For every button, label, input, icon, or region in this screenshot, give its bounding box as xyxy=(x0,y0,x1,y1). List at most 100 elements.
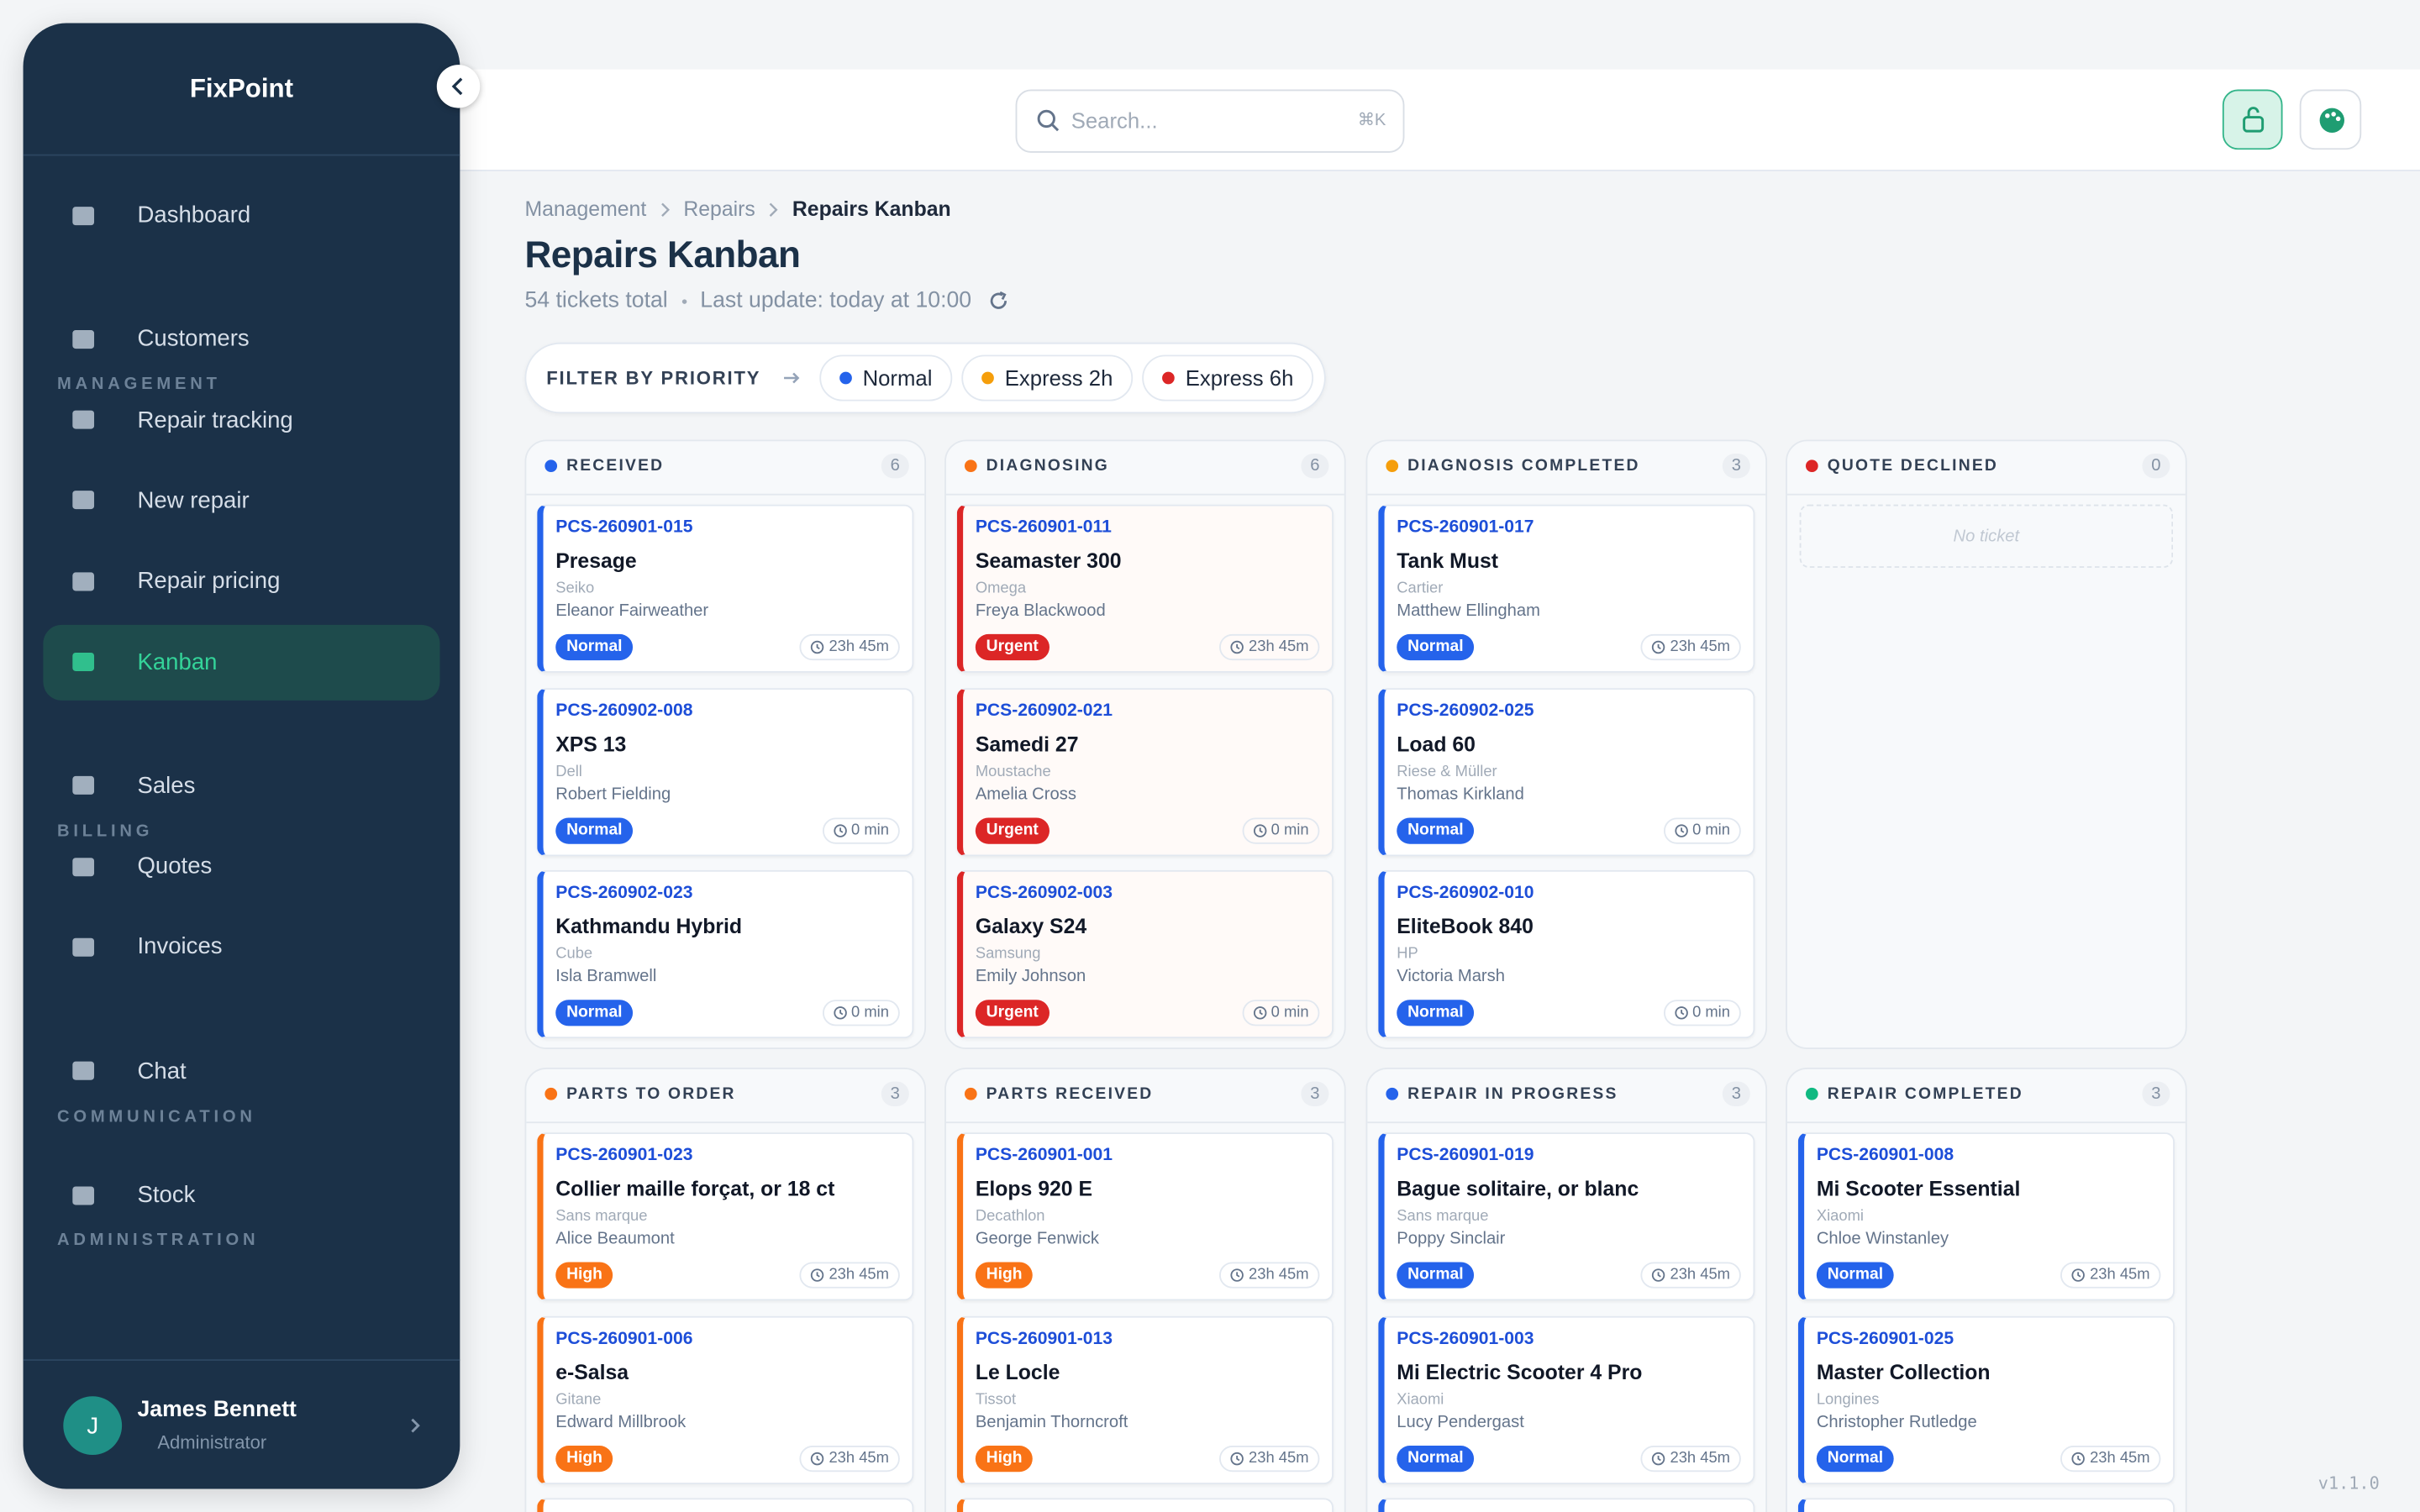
timer-text: 0 min xyxy=(1270,1004,1309,1021)
ticket-card[interactable]: PCS-260901-008 Mi Scooter Essential Xiaomi… xyxy=(1797,1132,2175,1301)
nav-item[interactable]: Invoices xyxy=(43,910,439,985)
ticket-model: Mi Electric Scooter 4 Pro xyxy=(1397,1360,1643,1383)
ticket-brand: Decathlon xyxy=(975,1208,1045,1226)
ticket-id: PCS-260902-023 xyxy=(555,884,693,903)
column-dot xyxy=(1386,459,1399,473)
ticket-card-partial xyxy=(537,1498,914,1512)
collapse-button[interactable] xyxy=(436,65,481,108)
timer-text: 23h 45m xyxy=(2090,1266,2150,1284)
ticket-card[interactable]: PCS-260901-013 Le Locle Tissot Benjamin Tho… xyxy=(956,1315,1334,1484)
ticket-card[interactable]: PCS-260902-025 Load 60 Riese & Müller Thoma… xyxy=(1378,687,1755,856)
nav-label: Invoices xyxy=(137,933,223,961)
user-role: Administrator xyxy=(157,1431,267,1454)
filter-chip[interactable]: Express 2h xyxy=(961,354,1134,402)
column-title: QUOTE DECLINED xyxy=(1827,456,1999,475)
priority-badge: Urgent xyxy=(975,633,1050,661)
ticket-card[interactable]: PCS-260902-003 Galaxy S24 Samsung Emily Joh… xyxy=(956,869,1334,1039)
ticket-model: Collier maille forçat, or 18 ct xyxy=(555,1177,835,1200)
filter-label: FILTER BY PRIORITY xyxy=(546,367,761,389)
ticket-card[interactable]: PCS-260901-006 e-Salsa Gitane Edward Millbr… xyxy=(537,1315,914,1484)
ticket-timer: 0 min xyxy=(1663,1000,1741,1026)
clock-icon xyxy=(1230,1268,1244,1282)
search-placeholder: Search... xyxy=(1071,108,1158,133)
nav-label: Repair pricing xyxy=(137,568,281,595)
nav-item[interactable]: Repair tracking xyxy=(43,382,439,458)
ticket-model: e-Salsa xyxy=(555,1360,629,1383)
clock-icon xyxy=(833,1006,846,1020)
nav-item[interactable]: Stock xyxy=(43,1158,439,1233)
nav-item[interactable]: Customers xyxy=(43,302,439,377)
ticket-id: PCS-260902-010 xyxy=(1397,884,1534,903)
filter-chip[interactable]: Normal xyxy=(819,354,953,402)
crumb[interactable]: Repairs xyxy=(683,197,755,221)
subtitle: 54 tickets total Last update: today at 1… xyxy=(524,288,1010,313)
ticket-card[interactable]: PCS-260901-025 Master Collection Longines C… xyxy=(1797,1315,2175,1484)
ticket-timer: 23h 45m xyxy=(1219,1445,1320,1472)
ticket-card[interactable]: PCS-260902-021 Samedi 27 Moustache Amelia C… xyxy=(956,687,1334,856)
nav-item[interactable]: Kanban xyxy=(43,623,440,700)
nav-icon xyxy=(72,206,95,225)
nav-item[interactable]: Chat xyxy=(43,1033,439,1109)
lock-button[interactable] xyxy=(2222,89,2283,150)
filter-chip[interactable]: Express 6h xyxy=(1142,354,1314,402)
ticket-timer: 23h 45m xyxy=(1640,1445,1741,1472)
ticket-id: PCS-260901-025 xyxy=(1816,1329,1954,1348)
nav-icon xyxy=(72,1185,95,1205)
priority-badge: Normal xyxy=(555,1000,634,1026)
ticket-model: EliteBook 840 xyxy=(1397,915,1534,938)
column-count: 6 xyxy=(881,454,909,479)
crumb[interactable]: Management xyxy=(524,197,647,221)
nav-item[interactable]: Dashboard xyxy=(43,177,439,253)
ticket-card[interactable]: PCS-260901-017 Tank Must Cartier Matthew El… xyxy=(1378,504,1755,673)
search-box[interactable]: Search... ⌘K xyxy=(1015,89,1405,153)
sidebar: FixPoint Dashboard MANAGEMENT Customers Rep… xyxy=(23,23,460,1489)
ticket-customer: Poppy Sinclair xyxy=(1397,1229,1506,1248)
timer-text: 23h 45m xyxy=(1249,1449,1309,1467)
collapse-icon xyxy=(451,77,463,96)
ticket-customer: Thomas Kirkland xyxy=(1397,784,1524,804)
ticket-customer: Benjamin Thorncroft xyxy=(975,1412,1128,1431)
column-dot xyxy=(1805,1087,1818,1100)
ticket-card[interactable]: PCS-260901-015 Presage Seiko Eleanor Fairwe… xyxy=(537,504,914,673)
nav-label: Sales xyxy=(137,772,196,800)
nav-label: Repair tracking xyxy=(137,407,293,433)
ticket-customer: Victoria Marsh xyxy=(1397,967,1506,986)
ticket-id: PCS-260901-017 xyxy=(1397,518,1534,538)
column-header-line xyxy=(1786,1121,2186,1124)
search-shortcut: ⌘K xyxy=(1357,111,1386,130)
timer-text: 23h 45m xyxy=(2090,1449,2150,1467)
nav-item[interactable]: Quotes xyxy=(43,828,439,904)
priority-badge: High xyxy=(975,1445,1034,1472)
ticket-customer: Edward Millbrook xyxy=(555,1412,687,1431)
user-bar[interactable]: J James Bennett Administrator xyxy=(23,1359,460,1488)
ticket-brand: Cartier xyxy=(1397,580,1444,597)
column-header-line xyxy=(1786,493,2186,496)
column-title: REPAIR COMPLETED xyxy=(1827,1084,2023,1104)
nav-item[interactable]: Repair pricing xyxy=(43,543,439,619)
nav-item[interactable]: Sales xyxy=(43,748,439,823)
arrow-icon xyxy=(783,372,800,384)
ticket-card[interactable]: PCS-260901-023 Collier maille forçat, or … xyxy=(537,1132,914,1301)
ticket-card[interactable]: PCS-260901-019 Bague solitaire, or blanc S… xyxy=(1378,1132,1755,1301)
ticket-model: Samedi 27 xyxy=(975,732,1079,756)
column-title: PARTS RECEIVED xyxy=(986,1084,1154,1104)
ticket-card[interactable]: PCS-260902-023 Kathmandu Hybrid Cube Isla B… xyxy=(537,869,914,1039)
nav-label: Quotes xyxy=(137,853,213,880)
nav-item[interactable]: New repair xyxy=(43,463,439,538)
theme-button[interactable] xyxy=(2299,89,2362,150)
priority-badge: High xyxy=(555,1262,613,1289)
timer-text: 0 min xyxy=(851,1004,889,1021)
ticket-card[interactable]: PCS-260902-008 XPS 13 Dell Robert Fielding N… xyxy=(537,687,914,856)
ticket-card[interactable]: PCS-260901-001 Elops 920 E Decathlon George… xyxy=(956,1132,1334,1301)
ticket-model: Le Locle xyxy=(975,1360,1060,1383)
refresh-icon[interactable] xyxy=(988,290,1010,312)
ticket-customer: Lucy Pendergast xyxy=(1397,1412,1524,1431)
clock-icon xyxy=(2071,1268,2086,1282)
clock-icon xyxy=(1674,823,1688,837)
ticket-card[interactable]: PCS-260902-010 EliteBook 840 HP Victoria Ma… xyxy=(1378,869,1755,1039)
ticket-card[interactable]: PCS-260901-011 Seamaster 300 Omega Freya Bl… xyxy=(956,504,1334,673)
ticket-model: Load 60 xyxy=(1397,732,1476,756)
ticket-card[interactable]: PCS-260901-003 Mi Electric Scooter 4 Pro X… xyxy=(1378,1315,1755,1484)
priority-badge: Normal xyxy=(555,816,634,843)
